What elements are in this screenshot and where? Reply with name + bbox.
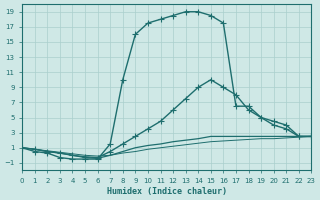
- X-axis label: Humidex (Indice chaleur): Humidex (Indice chaleur): [107, 187, 227, 196]
